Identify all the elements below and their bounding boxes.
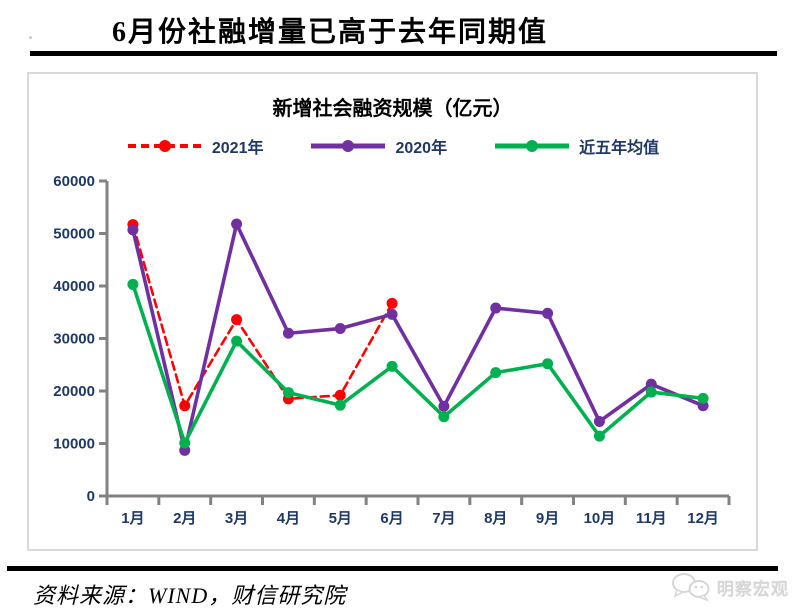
data-point-2020年: [231, 218, 243, 230]
x-tick-label: 7月: [432, 510, 455, 527]
data-point-近五年均值: [334, 399, 346, 411]
legend-swatch-icon: [127, 140, 202, 152]
data-point-2021年: [386, 297, 398, 309]
series-line-2021年: [131, 223, 394, 407]
data-point-2021年: [334, 389, 346, 401]
legend-item-2020年: 2020年: [309, 134, 447, 158]
watermark-text: 明察宏观: [717, 579, 789, 599]
x-tick-label: 9月: [536, 510, 559, 527]
x-tick-label: 11月: [636, 510, 667, 527]
x-tick-label: 5月: [329, 510, 352, 527]
y-tick-label: 60000: [53, 173, 95, 190]
chart-panel: 新增社会融资规模（亿元） 2021年 2020年 近五年均值 0 10000 20000…: [27, 72, 758, 551]
x-tick-label: 3月: [225, 510, 248, 527]
data-point-近五年均值: [593, 430, 605, 442]
data-point-2021年: [231, 314, 243, 326]
data-point-近五年均值: [179, 437, 191, 449]
legend-label: 近五年均值: [579, 140, 660, 157]
data-point-2020年: [593, 415, 605, 427]
x-tick-label: 12月: [687, 510, 719, 527]
legend-item-2021年: 2021年: [126, 134, 264, 158]
data-point-近五年均值: [490, 367, 502, 379]
x-tick-label: 8月: [484, 510, 507, 527]
series-line-2020年: [131, 222, 705, 453]
source-note: 资料来源：WIND，财信研究院: [33, 583, 347, 608]
x-tick-label: 1月: [121, 510, 144, 527]
watermark: 明察宏观: [671, 572, 789, 602]
chart-legend: 2021年 2020年 近五年均值: [29, 134, 756, 158]
legend-label: 2020年: [395, 140, 448, 157]
legend-item-近五年均值: 近五年均值: [493, 134, 659, 158]
data-point-近五年均值: [231, 335, 243, 347]
y-tick-label: 50000: [53, 226, 95, 243]
legend-swatch-icon: [495, 140, 570, 152]
data-point-2020年: [127, 224, 139, 236]
chart-title: 新增社会融资规模（亿元）: [272, 98, 513, 120]
y-tick-label: 20000: [53, 383, 95, 400]
series-line-近五年均值: [131, 282, 705, 445]
page-title: 6月份社融增量已高于去年同期值: [111, 17, 548, 48]
data-point-2020年: [542, 307, 554, 319]
footer-rule: [7, 566, 778, 571]
data-point-近五年均值: [282, 387, 294, 399]
x-tick-label: 10月: [584, 510, 616, 527]
x-tick-label: 4月: [277, 510, 300, 527]
data-point-2020年: [645, 378, 657, 390]
chat-bubbles-logo-icon: [672, 573, 710, 602]
data-point-近五年均值: [645, 386, 657, 398]
legend-label: 2021年: [211, 140, 264, 157]
y-tick-label: 0: [87, 488, 95, 505]
data-point-近五年均值: [386, 360, 398, 372]
data-point-2020年: [334, 323, 346, 335]
y-tick-label: 40000: [53, 278, 95, 295]
data-point-近五年均值: [542, 358, 554, 370]
legend-swatch-icon: [311, 140, 386, 152]
data-point-2020年: [282, 327, 294, 339]
data-point-2020年: [386, 308, 398, 320]
data-point-近五年均值: [127, 278, 139, 290]
data-point-2020年: [490, 302, 502, 314]
data-point-2021年: [179, 400, 191, 412]
data-point-近五年均值: [697, 392, 709, 404]
plot-svg: 0 10000 20000 30000 40000 50000 60000 1月 2月 3月 4月 5…: [53, 173, 731, 527]
x-tick-label: 6月: [380, 510, 403, 527]
y-tick-label: 30000: [53, 331, 95, 348]
data-point-近五年均值: [438, 411, 450, 423]
x-tick-label: 2月: [173, 510, 196, 527]
title-underline-rule: [30, 51, 777, 56]
data-point-2020年: [438, 400, 450, 412]
y-tick-label: 10000: [53, 436, 95, 453]
stray-dot: [29, 36, 32, 39]
